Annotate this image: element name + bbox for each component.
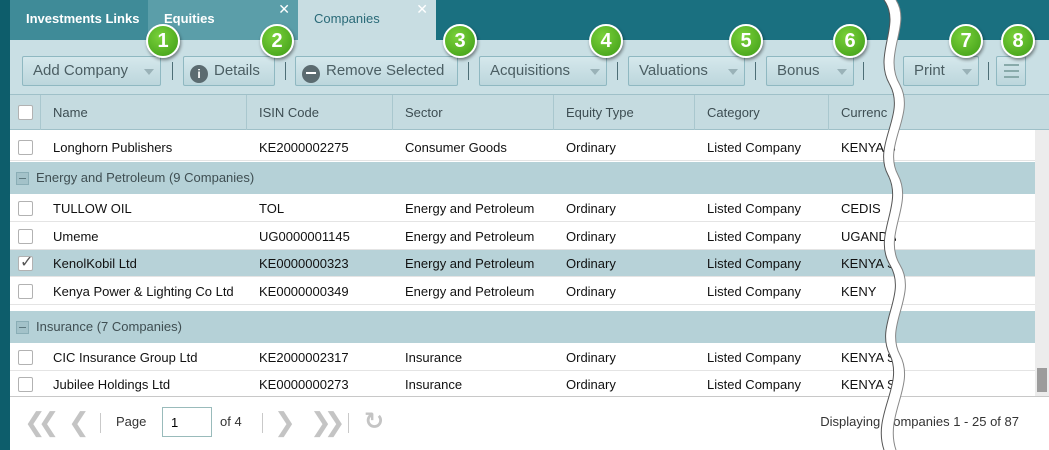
table-row[interactable]: Kenya Power & Lighting Co Ltd KE00000003… [10, 278, 1035, 305]
companies-grid: Longhorn Publishers KE2000002275 Consume… [10, 130, 1035, 396]
column-header-currency[interactable]: Currenc [841, 105, 888, 120]
toolbar-separator [468, 62, 469, 80]
table-row[interactable]: Jubilee Holdings Ltd KE0000000273 Insura… [10, 371, 1035, 396]
callout-badge-5: 5 [729, 24, 763, 58]
callout-badge-7: 7 [949, 24, 983, 58]
details-button[interactable]: i Details [183, 56, 275, 86]
collapse-icon[interactable] [16, 172, 29, 185]
row-checkbox[interactable] [18, 284, 33, 299]
grid-header: Name ISIN Code Sector Equity Type Catego… [10, 94, 1049, 130]
callout-badge-4: 4 [589, 24, 623, 58]
acquisitions-button[interactable]: Acquisitions [479, 56, 607, 86]
valuations-button[interactable]: Valuations [628, 56, 745, 86]
chevron-down-icon [728, 69, 738, 75]
close-icon[interactable]: ✕ [278, 1, 290, 17]
remove-icon [302, 65, 320, 83]
last-page-icon[interactable]: ❯❯ [310, 407, 345, 437]
column-header-sector[interactable]: Sector [393, 95, 554, 130]
row-checkbox[interactable] [18, 377, 33, 392]
callout-badge-6: 6 [833, 24, 867, 58]
add-company-button[interactable]: Add Company [22, 56, 161, 86]
toolbar-separator [755, 62, 756, 80]
bonus-button[interactable]: Bonus [766, 56, 854, 86]
table-row[interactable]: Umeme UG0000001145 Energy and Petroleum … [10, 223, 1035, 250]
remove-selected-button[interactable]: Remove Selected [295, 56, 458, 86]
select-all-cell [10, 95, 41, 130]
pager-separator [348, 413, 349, 433]
toolbar: Add Company i Details Remove Selected Acq… [10, 40, 1049, 94]
pager-separator [262, 413, 263, 433]
row-checkbox[interactable] [18, 201, 33, 216]
column-header-equity-type[interactable]: Equity Type [554, 95, 695, 130]
first-page-icon[interactable]: ❮❮ [24, 407, 59, 437]
previous-page-icon[interactable]: ❮ [68, 407, 90, 437]
row-checkbox[interactable] [18, 252, 33, 272]
row-checkbox[interactable] [18, 229, 33, 244]
info-icon: i [190, 65, 208, 83]
callout-badge-3: 3 [443, 24, 477, 58]
print-button[interactable]: Print [903, 56, 979, 86]
column-header-category[interactable]: Category [695, 95, 829, 130]
close-icon[interactable]: ✕ [416, 1, 428, 17]
paging-display-text: Displaying Companies 1 - 25 of 87 [820, 414, 1019, 429]
select-all-checkbox[interactable] [18, 105, 33, 120]
callout-badge-8: 8 [1001, 24, 1035, 58]
callout-badge-1: 1 [146, 24, 180, 58]
chevron-down-icon [837, 69, 847, 75]
toolbar-separator [890, 62, 891, 80]
page-label: Page [116, 414, 147, 429]
chevron-down-icon [590, 69, 600, 75]
chevron-down-icon [962, 69, 972, 75]
table-row[interactable]: Longhorn Publishers KE2000002275 Consume… [10, 134, 1035, 161]
toolbar-separator [172, 62, 173, 80]
column-header-name[interactable]: Name [41, 95, 247, 130]
group-header-energy[interactable]: Energy and Petroleum (9 Companies) [10, 162, 1035, 194]
toolbar-separator [617, 62, 618, 80]
toolbar-separator [988, 62, 989, 80]
refresh-icon[interactable]: ↻ [364, 408, 385, 435]
vertical-scrollbar[interactable] [1035, 130, 1049, 396]
page-number-input[interactable] [162, 407, 212, 437]
group-header-insurance[interactable]: Insurance (7 Companies) [10, 311, 1035, 343]
toolbar-separator [285, 62, 286, 80]
column-header-isin[interactable]: ISIN Code [247, 95, 393, 130]
table-row[interactable]: CIC Insurance Group Ltd KE2000002317 Ins… [10, 344, 1035, 371]
tab-companies[interactable]: Companies ✕ [298, 0, 436, 40]
callout-badge-2: 2 [260, 24, 294, 58]
toolbar-separator [863, 62, 864, 80]
table-row[interactable]: TULLOW OIL TOL Energy and Petroleum Ordi… [10, 195, 1035, 222]
companies-panel: Add Company i Details Remove Selected Acq… [10, 24, 1049, 450]
page-count-label: of 4 [220, 414, 242, 429]
column-menu-button[interactable] [996, 56, 1026, 86]
menu-icon [1004, 64, 1019, 78]
pager-separator [100, 413, 101, 433]
table-row-selected[interactable]: KenolKobil Ltd KE0000000323 Energy and P… [10, 250, 1035, 277]
row-checkbox[interactable] [18, 140, 33, 155]
collapse-icon[interactable] [16, 321, 29, 334]
next-page-icon[interactable]: ❯ [274, 407, 296, 437]
chevron-down-icon [144, 69, 154, 75]
row-checkbox[interactable] [18, 350, 33, 365]
paging-toolbar: ❮❮ ❮ Page of 4 ❯ ❯❯ ↻ Displaying Compani… [10, 396, 1049, 450]
tab-investments-links[interactable]: Investments Links [10, 0, 148, 40]
scrollbar-thumb[interactable] [1037, 368, 1047, 392]
